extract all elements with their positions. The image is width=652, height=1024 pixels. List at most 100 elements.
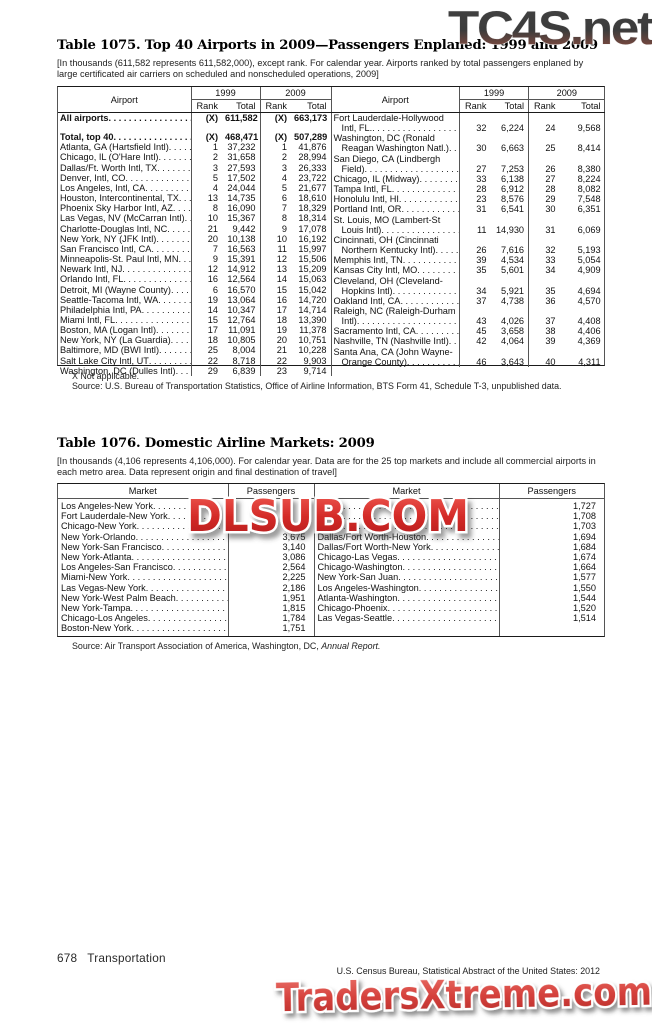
- dot-leader: [131, 623, 227, 633]
- total-1999: 6,912: [501, 184, 525, 195]
- market-name-text: New York-San Francisco: [61, 541, 162, 552]
- market-name-text: Los Angeles-San Francisco: [61, 562, 173, 573]
- airport-name-line: Northern Kentucky Intl): [334, 245, 460, 255]
- airport-row: San Diego, CA (LindberghField)277,253268…: [332, 153, 605, 174]
- rank-2009: 1: [259, 142, 295, 153]
- airport-name-line: Minneapolis-St. Paul Intl, MN: [60, 254, 191, 264]
- airport-name-line: Detroit, MI (Wayne County): [60, 285, 191, 295]
- market-name: Las Vegas-Seattle: [313, 613, 499, 624]
- airport-name-text: Orlando Intl, FL: [60, 274, 124, 285]
- market-name: Las Vegas-New York: [58, 583, 228, 593]
- rank-1999: 22: [190, 355, 225, 366]
- market-name: New York-San Juan: [313, 572, 499, 583]
- rank-1999: 46: [459, 346, 494, 367]
- passengers-value: 1,751: [227, 623, 314, 636]
- airport-name: Minneapolis-St. Paul Intl, MN: [58, 254, 191, 264]
- market-name-line: Atlanta-Washington: [318, 593, 499, 603]
- total-1999: 16,570: [227, 284, 256, 295]
- rank-2009: 13: [259, 264, 295, 275]
- passengers-value: 1,694: [498, 531, 604, 542]
- airport-row: Atlanta, GA (Hartsfield Intl)137,232141,…: [58, 142, 331, 153]
- airport-name-text: Dallas/Ft. Worth Intl, TX: [60, 162, 158, 173]
- column-header-passengers: Passengers: [227, 484, 314, 499]
- airport-name: Phoenix Sky Harbor Intl, AZ: [58, 203, 191, 213]
- market-name-line: Dallas/Fort Worth-Houston: [318, 532, 499, 542]
- airport-name-text: New York, NY (La Guardia): [60, 335, 171, 346]
- rank-1999: 15: [190, 314, 225, 326]
- dot-leader: [158, 295, 190, 305]
- market-name-line: [318, 511, 499, 521]
- dot-leader: [417, 265, 459, 275]
- tradersxtreme-watermark-text: TradersXtreme.com: [276, 970, 652, 1022]
- market-name: Chicago-Phoenix: [313, 603, 499, 614]
- dot-leader: [436, 245, 460, 255]
- market-name: Chicago-Los Angeles: [58, 613, 228, 623]
- total-2009: 15,209: [298, 264, 327, 275]
- total-1999: 5,921: [501, 285, 525, 296]
- rank-1999: 39: [459, 255, 494, 266]
- market-name-text: New York-San Juan: [317, 572, 399, 583]
- airport-name-line: Denver, Intl, CO: [60, 173, 191, 183]
- dot-leader: [392, 613, 498, 623]
- market-name: Miami-New York: [58, 572, 228, 582]
- dot-leader: [173, 203, 191, 213]
- dot-leader: [400, 296, 459, 306]
- market-name-text: Miami-New York: [61, 572, 128, 583]
- table-1076: Market Passengers Market Passengers Los …: [57, 483, 605, 637]
- total-1999: 14,735: [227, 193, 256, 204]
- airport-name-line: Fort Lauderdale-Hollywood: [334, 113, 460, 123]
- market-name-line: [318, 501, 499, 511]
- market-name: Boston-New York: [58, 623, 228, 635]
- rank-2009: 18: [259, 314, 295, 326]
- total-1999: 6,224: [501, 123, 525, 134]
- dot-leader: [431, 542, 499, 552]
- market-name: New York-Atlanta: [58, 552, 228, 562]
- rank-1999: 42: [459, 336, 494, 347]
- rank-2009: (X): [259, 123, 295, 143]
- passengers-value: 2,225: [227, 572, 314, 583]
- total-2009: 507,289: [294, 132, 328, 143]
- dot-leader: [145, 183, 190, 193]
- dot-leader: [146, 583, 228, 593]
- market-name: New York-San Francisco: [58, 542, 228, 552]
- rank-2009: 14: [259, 274, 295, 285]
- airport-name: Kansas City Intl, MO: [332, 265, 460, 275]
- airport-name-text: Santa Ana, CA (John Wayne-: [333, 346, 453, 357]
- rank-2009: 6: [259, 193, 295, 204]
- table-1076-grid: Market Passengers Market Passengers Los …: [58, 484, 604, 636]
- market-row: Los Angeles-San Francisco 2,564Chicago-Wa…: [58, 562, 604, 573]
- airport-name: Tampa Intl, FL: [332, 184, 460, 194]
- column-header-rank: Rank: [190, 99, 225, 113]
- column-header-1999: 1999: [459, 87, 529, 100]
- total-2009: 28,994: [298, 152, 327, 163]
- airport-name-line: New York, NY (La Guardia): [60, 335, 191, 345]
- dot-leader: [185, 213, 191, 223]
- total-1999: 10,347: [227, 304, 256, 315]
- airport-name-text: Reagan Washington Natl.): [341, 143, 449, 154]
- total-1999: 14,930: [495, 224, 525, 235]
- airport-name-line: Washington, DC (Dulles Intl): [60, 366, 191, 376]
- airport-name: Denver, Intl, CO: [58, 173, 191, 183]
- airport-name: All airports: [58, 113, 191, 124]
- airport-name-line: Honolulu Intl, HI: [334, 194, 460, 204]
- market-name: [313, 498, 499, 512]
- airport-name: Newark Intl, NJ: [58, 264, 191, 274]
- rank-1999: 30: [459, 133, 494, 154]
- total-1999: 6,663: [501, 143, 525, 154]
- rank-1999: 23: [459, 194, 494, 205]
- market-name-text: Atlanta-Washington: [317, 592, 398, 603]
- airport-name-text: Fort Lauderdale-Hollywood: [333, 113, 444, 123]
- passengers-value: 1,664: [498, 562, 604, 573]
- airport-name-text: Newark Intl, NJ: [60, 264, 123, 275]
- airport-name-line: Houston, Intercontinental, TX: [60, 193, 191, 203]
- market-name-line: New York-San Juan: [318, 572, 499, 582]
- airport-name: Salt Lake City Intl, UT: [58, 356, 191, 366]
- table-1075-left-half: Airport 1999 2009 Rank Total Rank Total …: [58, 87, 332, 376]
- airport-name-line: Santa Ana, CA (John Wayne-: [334, 347, 460, 357]
- total-1999: 15,391: [227, 254, 256, 265]
- airport-row: Total, top 40(X)468,471(X)507,289: [58, 123, 331, 143]
- total-2009: 6,351: [577, 204, 601, 215]
- rank-1999: 17: [190, 325, 225, 336]
